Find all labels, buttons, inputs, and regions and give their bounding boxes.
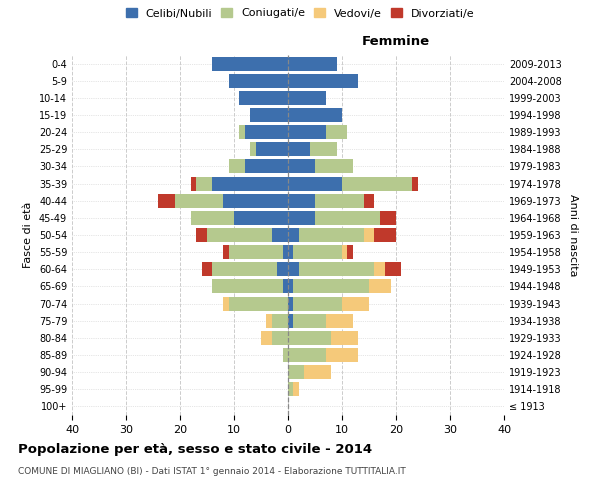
Bar (245, 125, 288, 139)
Bar (234, 211, 288, 225)
Bar (326, 125, 347, 139)
Bar (212, 56, 288, 70)
Bar (288, 211, 315, 225)
Bar (229, 296, 288, 310)
Bar (326, 348, 358, 362)
Bar (412, 176, 418, 190)
Bar (315, 194, 364, 207)
Bar (256, 142, 288, 156)
Bar (326, 314, 353, 328)
Bar (196, 228, 207, 242)
Bar (288, 176, 342, 190)
Text: COMUNE DI MIAGLIANO (BI) - Dati ISTAT 1° gennaio 2014 - Elaborazione TUTTITALIA.: COMUNE DI MIAGLIANO (BI) - Dati ISTAT 1°… (18, 468, 406, 476)
Bar (272, 331, 288, 345)
Bar (288, 160, 315, 173)
Bar (299, 228, 364, 242)
Bar (288, 348, 326, 362)
Bar (207, 228, 272, 242)
Bar (293, 382, 299, 396)
Bar (315, 211, 380, 225)
Bar (342, 245, 347, 259)
Bar (223, 194, 288, 207)
Bar (250, 108, 288, 122)
Bar (175, 194, 223, 207)
Bar (212, 176, 288, 190)
Bar (266, 314, 272, 328)
Bar (272, 314, 288, 328)
Bar (212, 262, 277, 276)
Bar (229, 245, 283, 259)
Bar (374, 262, 385, 276)
Bar (288, 125, 326, 139)
Bar (277, 262, 288, 276)
Bar (288, 365, 304, 379)
Bar (293, 314, 326, 328)
Bar (250, 142, 256, 156)
Bar (364, 194, 374, 207)
Text: Popolazione per età, sesso e stato civile - 2014: Popolazione per età, sesso e stato civil… (18, 442, 372, 456)
Bar (239, 125, 245, 139)
Bar (374, 228, 396, 242)
Bar (202, 262, 212, 276)
Bar (369, 280, 391, 293)
Bar (331, 331, 358, 345)
Bar (288, 228, 299, 242)
Legend: Celibi/Nubili, Coniugati/e, Vedovi/e, Divorziati/e: Celibi/Nubili, Coniugati/e, Vedovi/e, Di… (125, 8, 475, 18)
Bar (288, 108, 342, 122)
Bar (212, 280, 283, 293)
Bar (223, 245, 229, 259)
Bar (288, 245, 293, 259)
Bar (283, 280, 288, 293)
Bar (364, 228, 374, 242)
Bar (288, 262, 299, 276)
Bar (283, 348, 288, 362)
Bar (288, 91, 326, 105)
Bar (293, 245, 342, 259)
Y-axis label: Fasce di età: Fasce di età (23, 202, 33, 268)
Bar (288, 56, 337, 70)
Bar (239, 91, 288, 105)
Bar (385, 262, 401, 276)
Bar (304, 365, 331, 379)
Bar (272, 228, 288, 242)
Bar (342, 176, 412, 190)
Bar (347, 245, 353, 259)
Bar (158, 194, 175, 207)
Bar (310, 142, 337, 156)
Bar (288, 331, 331, 345)
Bar (229, 74, 288, 88)
Text: Femmine: Femmine (362, 35, 430, 48)
Bar (293, 296, 342, 310)
Bar (342, 296, 369, 310)
Bar (288, 142, 310, 156)
Bar (288, 382, 293, 396)
Bar (288, 296, 293, 310)
Bar (261, 331, 272, 345)
Bar (380, 211, 396, 225)
Bar (315, 160, 353, 173)
Bar (229, 160, 245, 173)
Bar (283, 245, 288, 259)
Bar (299, 262, 374, 276)
Bar (191, 211, 234, 225)
Bar (196, 176, 212, 190)
Bar (288, 194, 315, 207)
Bar (288, 74, 358, 88)
Bar (191, 176, 196, 190)
Bar (223, 296, 229, 310)
Bar (288, 280, 293, 293)
Bar (245, 160, 288, 173)
Bar (293, 280, 369, 293)
Y-axis label: Anni di nascita: Anni di nascita (568, 194, 578, 276)
Bar (288, 314, 293, 328)
